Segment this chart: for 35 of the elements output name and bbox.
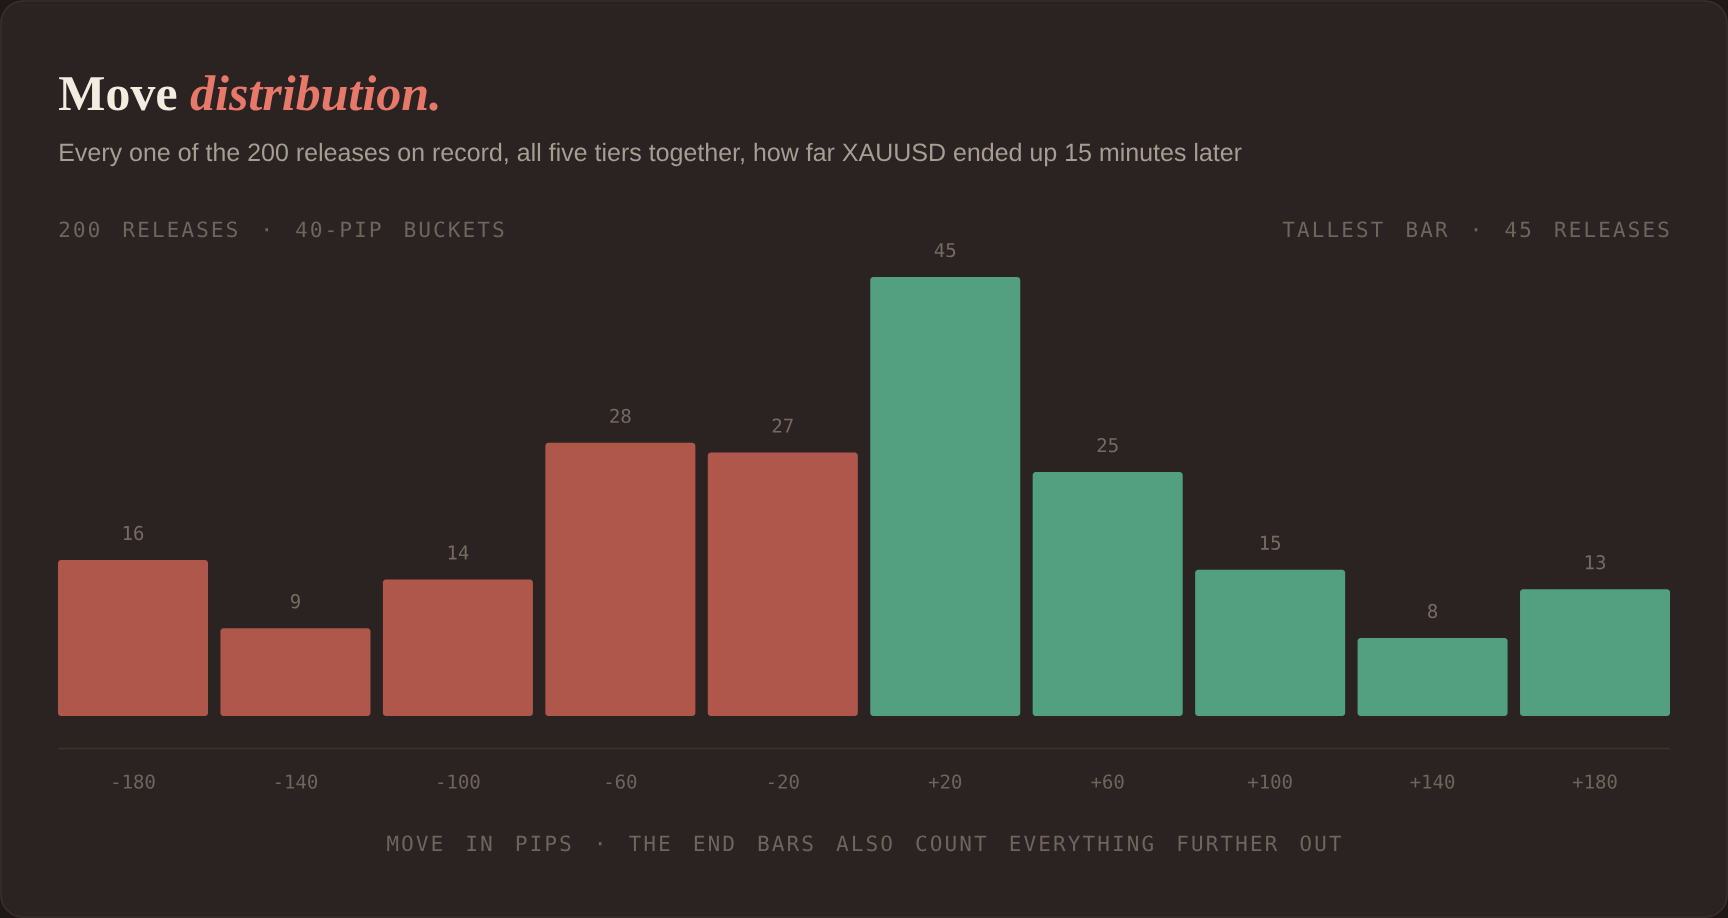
bar xyxy=(58,559,209,716)
x-tick-label: -140 xyxy=(275,774,318,789)
bar xyxy=(382,579,533,716)
data-label: 16 xyxy=(123,525,144,541)
bar xyxy=(1357,637,1508,716)
text: 200 RELEASES · 40-PIP BUCKETS xyxy=(59,221,504,238)
bar xyxy=(545,442,696,716)
bar xyxy=(1032,472,1183,716)
x-tick-label: +180 xyxy=(1572,774,1617,789)
text: TALLEST BAR · 45 RELEASES xyxy=(1282,221,1669,238)
x-tick-label: +140 xyxy=(1410,774,1455,789)
data-label: 25 xyxy=(1097,438,1118,453)
data-label: 45 xyxy=(934,243,956,258)
data-label: 14 xyxy=(448,545,469,560)
bar xyxy=(1520,589,1671,716)
data-label: 8 xyxy=(1428,603,1438,619)
chart-title: Move distribution. xyxy=(59,75,438,111)
chart-subtitle: Every one of the 200 releases on record, all five tiers together, how far XAUUSD ended up 15 minutes later xyxy=(60,142,1242,167)
data-label: 28 xyxy=(610,408,631,424)
x-tick-label: -20 xyxy=(768,774,799,789)
x-tick-label: +100 xyxy=(1248,774,1292,789)
bar xyxy=(220,628,371,716)
data-label: 15 xyxy=(1260,535,1281,550)
x-tick-label: +60 xyxy=(1091,774,1124,789)
data-label: 27 xyxy=(772,418,793,433)
x-tick-label: +20 xyxy=(928,774,962,789)
bar xyxy=(1195,569,1346,716)
bar xyxy=(870,276,1021,716)
x-tick-label: -60 xyxy=(606,774,637,789)
data-label: 9 xyxy=(290,594,300,609)
x-tick-label: -100 xyxy=(438,774,480,789)
bar xyxy=(707,452,858,716)
data-label: 13 xyxy=(1585,555,1606,570)
x-axis-title: MOVE IN PIPS · THE END BARS ALSO COUNT EVERYTHING FURTHER OUT xyxy=(387,835,1342,852)
x-tick-label: -180 xyxy=(113,774,155,789)
